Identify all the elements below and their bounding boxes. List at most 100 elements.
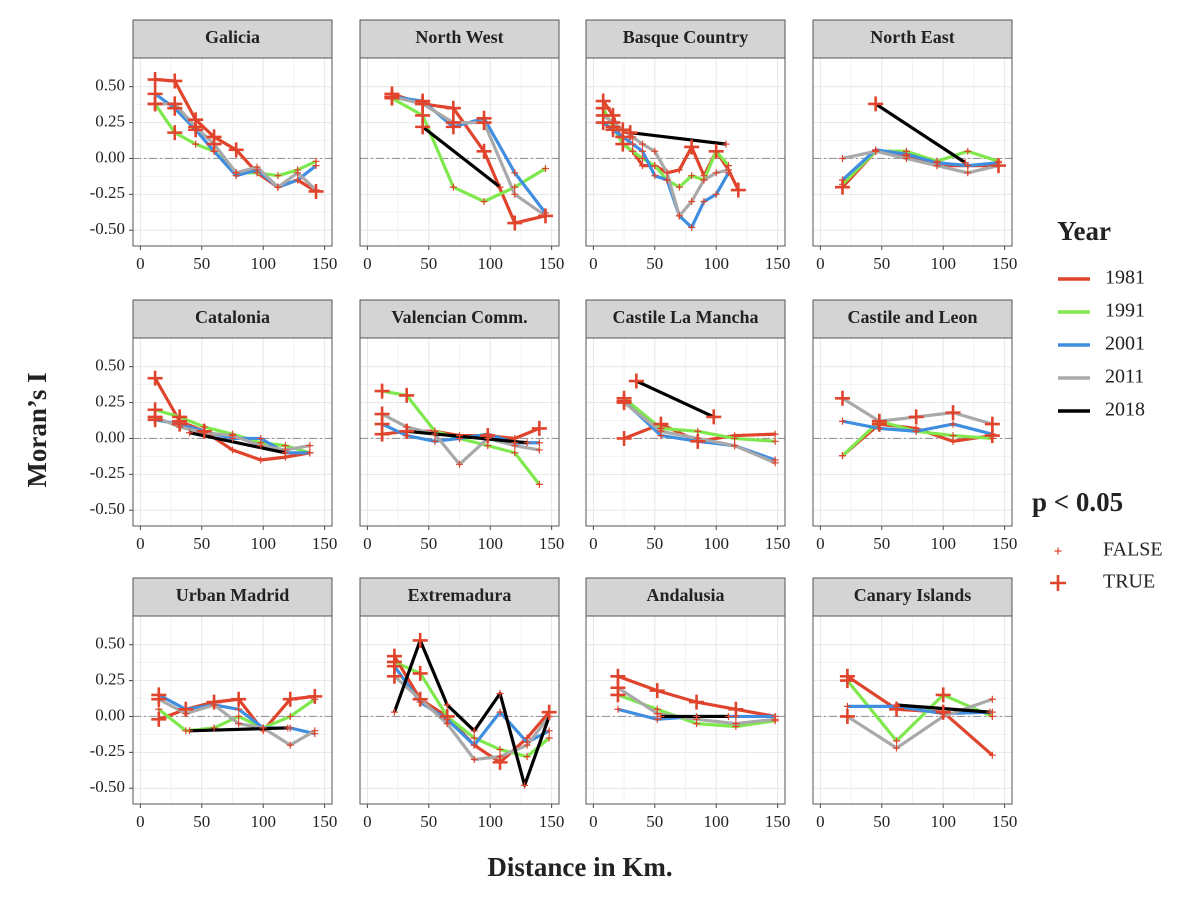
- point-marker: [629, 147, 637, 155]
- panel-title: Andalusia: [646, 585, 724, 605]
- point-marker: [374, 406, 390, 422]
- x-tick-label: 150: [992, 812, 1018, 831]
- point-marker: [210, 724, 218, 732]
- point-marker: [639, 162, 647, 170]
- point-marker: [456, 434, 463, 442]
- series-line: [846, 697, 993, 750]
- point-marker: [294, 176, 302, 184]
- panel-title: North West: [415, 27, 503, 47]
- y-tick-label: 0.25: [95, 391, 125, 410]
- point-marker: [403, 427, 411, 435]
- point-marker: [722, 140, 730, 148]
- x-tick-label: 50: [873, 534, 890, 553]
- strip: [812, 577, 1013, 617]
- point-marker: [311, 727, 319, 735]
- point-marker: [192, 140, 200, 148]
- point-marker: [545, 712, 553, 720]
- panel-title: Basque Country: [623, 27, 749, 47]
- point-marker: [480, 198, 488, 206]
- panel-border: [812, 615, 1013, 805]
- legend-label: 1991: [1105, 300, 1145, 322]
- x-tick-label: 150: [539, 812, 565, 831]
- point-marker: [443, 720, 451, 728]
- point-marker: [839, 708, 855, 724]
- y-tick-label: -0.50: [90, 219, 125, 238]
- point-marker: [167, 96, 183, 112]
- point-marker: [616, 395, 632, 411]
- point-marker: [511, 183, 519, 191]
- x-tick-label: 50: [420, 812, 437, 831]
- y-axis-title: Moran’s I: [22, 372, 52, 487]
- point-marker: [988, 695, 996, 703]
- panel-title: Castile and Leon: [847, 307, 977, 327]
- point-marker: [281, 449, 289, 457]
- point-marker: [200, 429, 208, 437]
- point-marker: [431, 437, 439, 445]
- x-tick-label: 0: [363, 812, 372, 831]
- point-marker: [445, 115, 461, 131]
- point-marker: [689, 694, 705, 710]
- y-tick-label: 0.50: [95, 76, 125, 95]
- series-line: [847, 704, 993, 716]
- point-marker: [412, 632, 428, 648]
- x-tick-label: 100: [477, 534, 503, 553]
- x-tick-label: 100: [250, 812, 276, 831]
- point-marker: [274, 172, 282, 180]
- x-tick-label: 150: [765, 534, 791, 553]
- point-marker: [232, 169, 240, 177]
- point-marker: [771, 437, 779, 445]
- point-marker: [286, 741, 294, 749]
- point-marker: [186, 727, 194, 735]
- point-marker: [188, 119, 204, 135]
- point-marker: [622, 125, 638, 141]
- point-marker: [312, 186, 320, 194]
- point-marker: [651, 162, 659, 170]
- point-marker: [988, 751, 996, 759]
- point-marker: [700, 198, 708, 206]
- panel-border: [359, 57, 560, 247]
- x-tick-label: 50: [873, 812, 890, 831]
- series-line: [406, 429, 528, 445]
- panel-border: [585, 615, 786, 805]
- point-marker: [541, 212, 549, 220]
- point-marker: [675, 166, 683, 174]
- point-marker: [476, 143, 492, 159]
- x-tick-label: 150: [539, 254, 565, 273]
- point-marker: [545, 734, 553, 742]
- panel-title: Galicia: [205, 27, 260, 47]
- x-tick-label: 0: [363, 534, 372, 553]
- strip: [132, 19, 333, 59]
- point-marker: [186, 429, 194, 437]
- point-marker: [961, 159, 969, 167]
- point-marker: [229, 446, 236, 454]
- y-tick-label: -0.25: [90, 183, 125, 202]
- x-tick-label: 100: [703, 812, 729, 831]
- y-tick-label: 0.25: [95, 111, 125, 130]
- y-tick-label: 0.50: [95, 356, 125, 375]
- point-marker: [933, 162, 941, 170]
- point-marker: [511, 442, 519, 450]
- point-marker: [893, 737, 901, 745]
- point-marker: [470, 741, 478, 749]
- point-marker: [694, 427, 702, 435]
- x-tick-label: 100: [930, 254, 956, 273]
- panel-title: Catalonia: [195, 307, 270, 327]
- legend-label: 2001: [1105, 333, 1145, 355]
- x-tick-label: 150: [312, 254, 338, 273]
- strip: [132, 299, 333, 339]
- point-marker: [151, 691, 167, 707]
- point-marker: [675, 212, 683, 220]
- point-marker: [949, 420, 957, 428]
- point-marker: [531, 420, 547, 436]
- point-marker: [964, 169, 972, 177]
- point-marker: [706, 409, 722, 425]
- x-tick-label: 0: [589, 534, 598, 553]
- y-tick-label: -0.25: [90, 741, 125, 760]
- series-line: [630, 131, 727, 146]
- point-marker: [282, 691, 298, 707]
- x-tick-label: 150: [765, 254, 791, 273]
- series-line: [874, 102, 967, 165]
- point-marker: [229, 432, 236, 440]
- point-marker: [257, 442, 265, 450]
